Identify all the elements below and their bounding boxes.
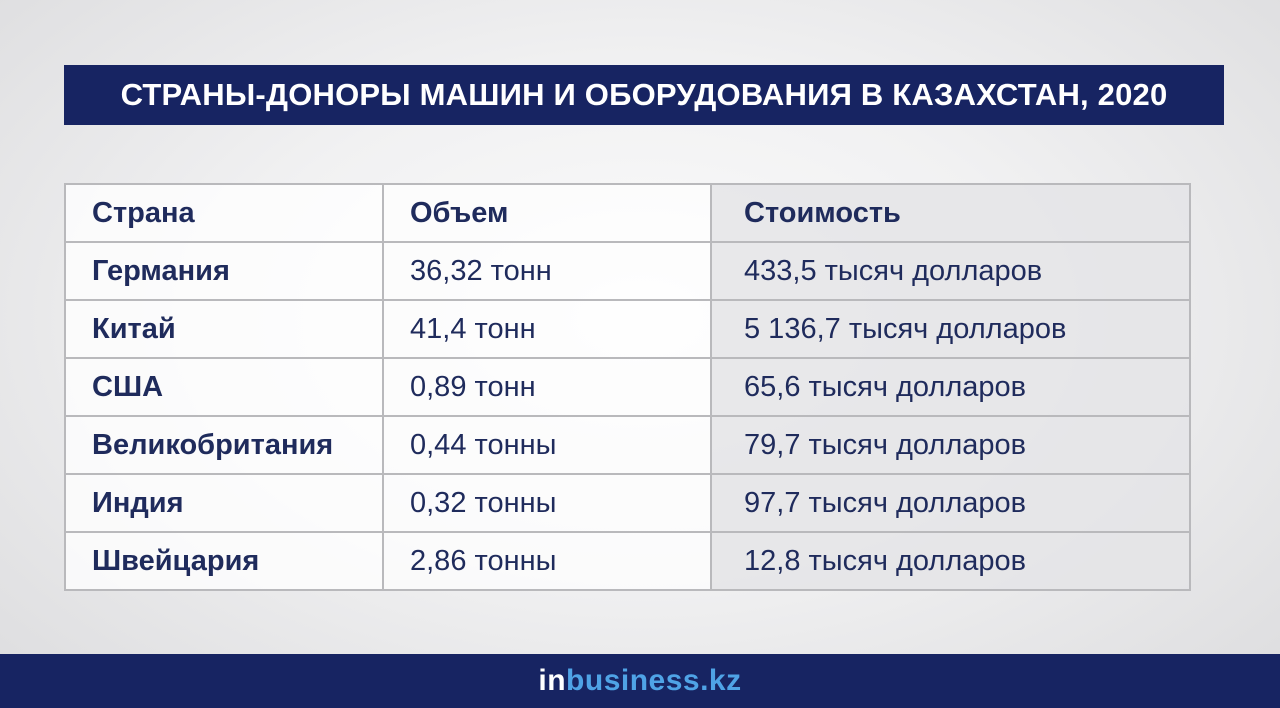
table-row: Великобритания 0,44 тонны 79,7 тысяч дол… [64,415,1191,475]
table-row: Германия 36,32 тонн 433,5 тысяч долларов [64,241,1191,301]
cell-country: Великобритания [64,415,384,475]
cell-volume: 0,32 тонны [382,473,712,533]
cell-volume: 41,4 тонн [382,299,712,359]
cell-cost: 65,6 тысяч долларов [710,357,1191,417]
table-row: Китай 41,4 тонн 5 136,7 тысяч долларов [64,299,1191,359]
cell-cost: 79,7 тысяч долларов [710,415,1191,475]
cell-country: США [64,357,384,417]
table-row: Швейцария 2,86 тонны 12,8 тысяч долларов [64,531,1191,591]
cell-volume: 36,32 тонн [382,241,712,301]
header-cost: Стоимость [710,183,1191,243]
logo-in: in [538,664,567,697]
data-table: Страна Объем Стоимость Германия 36,32 то… [64,183,1191,591]
cell-country: Германия [64,241,384,301]
data-table-container: Страна Объем Стоимость Германия 36,32 то… [64,183,1191,591]
footer-bar: inbusiness.kz [0,654,1280,708]
cell-cost: 433,5 тысяч долларов [710,241,1191,301]
cell-country: Индия [64,473,384,533]
table-header-row: Страна Объем Стоимость [64,183,1191,243]
header-country: Страна [64,183,384,243]
header-volume: Объем [382,183,712,243]
cell-country: Швейцария [64,531,384,591]
title-banner: СТРАНЫ-ДОНОРЫ МАШИН И ОБОРУДОВАНИЯ В КАЗ… [64,65,1224,125]
page-title: СТРАНЫ-ДОНОРЫ МАШИН И ОБОРУДОВАНИЯ В КАЗ… [120,77,1168,112]
table-row: США 0,89 тонн 65,6 тысяч долларов [64,357,1191,417]
cell-cost: 12,8 тысяч долларов [710,531,1191,591]
cell-cost: 97,7 тысяч долларов [710,473,1191,533]
cell-volume: 0,89 тонн [382,357,712,417]
cell-volume: 0,44 тонны [382,415,712,475]
cell-cost: 5 136,7 тысяч долларов [710,299,1191,359]
cell-volume: 2,86 тонны [382,531,712,591]
logo-business: business.kz [566,664,742,697]
cell-country: Китай [64,299,384,359]
site-logo: inbusiness.kz [538,664,741,698]
table-row: Индия 0,32 тонны 97,7 тысяч долларов [64,473,1191,533]
